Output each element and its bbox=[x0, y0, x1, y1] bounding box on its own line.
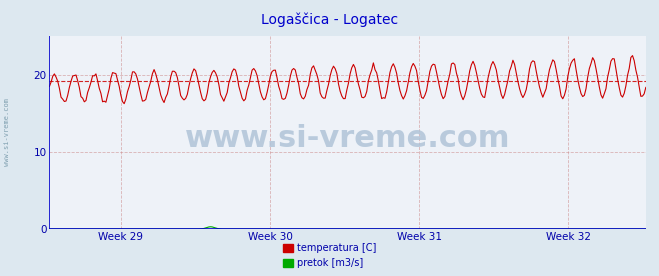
Text: www.si-vreme.com: www.si-vreme.com bbox=[185, 124, 510, 153]
Legend: temperatura [C], pretok [m3/s]: temperatura [C], pretok [m3/s] bbox=[280, 240, 379, 271]
Text: www.si-vreme.com: www.si-vreme.com bbox=[3, 99, 10, 166]
Text: Logaščica - Logatec: Logaščica - Logatec bbox=[261, 12, 398, 27]
